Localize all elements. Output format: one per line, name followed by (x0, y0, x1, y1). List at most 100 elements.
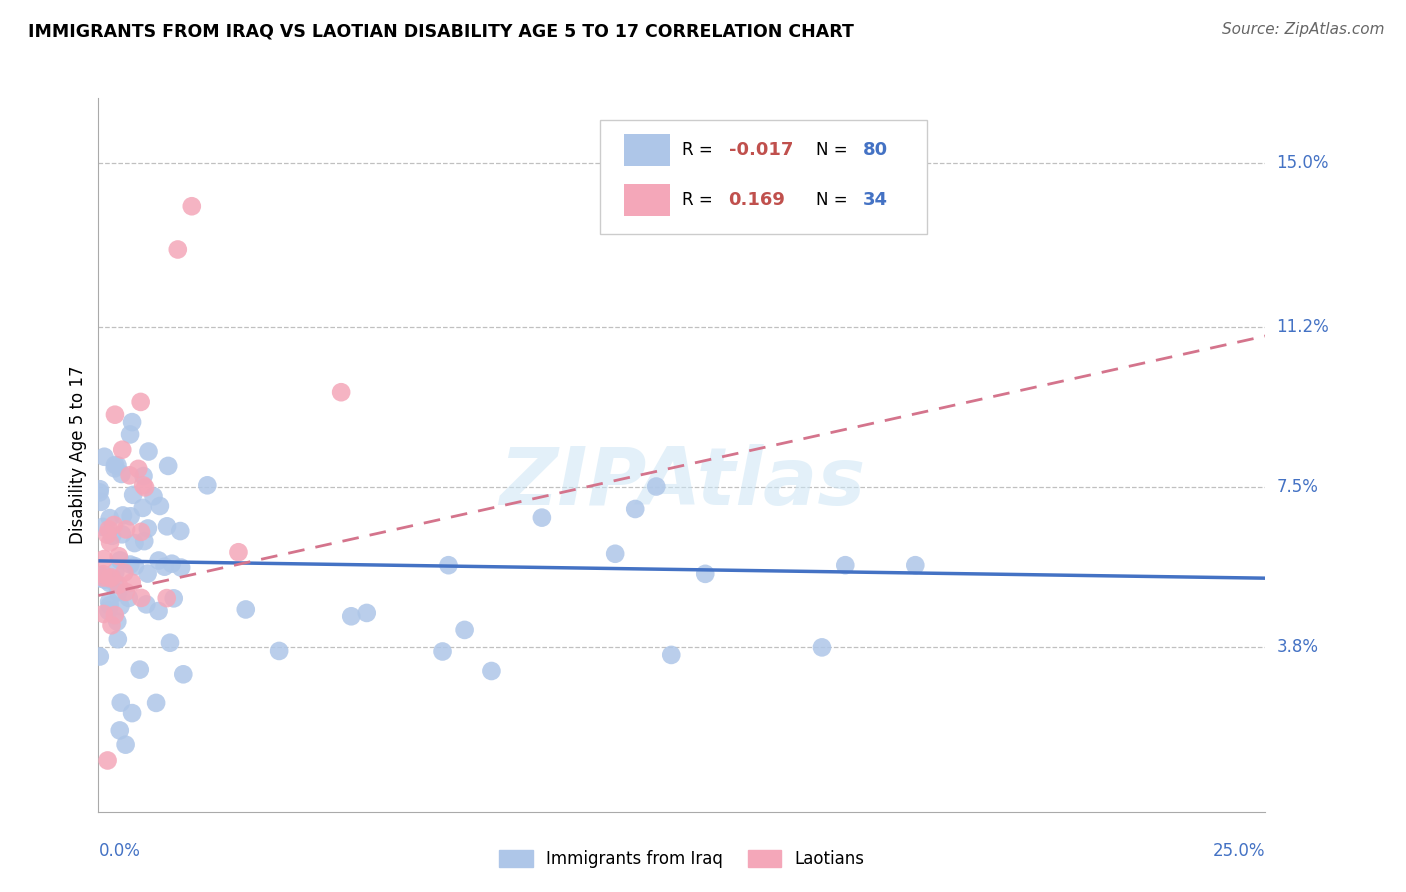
Point (120, 558, 142, 572)
Point (169, 524, 191, 538)
Point (195, 478, 218, 492)
Point (340, 609, 363, 624)
Point (111, 527, 134, 541)
Point (90, 568, 112, 582)
Point (122, 488, 145, 502)
Point (330, 385, 353, 400)
Point (89, 482, 111, 496)
Point (166, 243, 188, 257)
Point (112, 566, 135, 580)
Point (645, 479, 668, 493)
Point (453, 623, 475, 637)
Point (104, 408, 127, 422)
Point (170, 560, 193, 574)
Point (160, 557, 183, 571)
Point (121, 415, 143, 429)
Point (101, 529, 124, 543)
Text: -0.017: -0.017 (728, 141, 793, 159)
Bar (623, 184, 671, 216)
Point (228, 545, 250, 559)
Point (98, 576, 121, 591)
Point (115, 523, 138, 537)
Point (124, 536, 146, 550)
Point (136, 566, 159, 581)
Point (97, 604, 120, 618)
Point (145, 696, 167, 710)
Point (108, 723, 131, 738)
Y-axis label: Disability Age 5 to 17: Disability Age 5 to 17 (69, 366, 87, 544)
Point (100, 570, 122, 584)
Point (156, 519, 179, 533)
Point (110, 467, 132, 481)
Text: 0.169: 0.169 (728, 191, 786, 209)
Text: 7.5%: 7.5% (1277, 478, 1319, 496)
Point (904, 558, 927, 573)
Text: R =: R = (682, 191, 718, 209)
Point (530, 510, 553, 524)
Point (98, 535, 121, 549)
Point (120, 427, 142, 442)
Point (118, 591, 141, 605)
Point (103, 518, 125, 533)
Point (180, 199, 202, 213)
Point (695, 566, 717, 581)
Text: 80: 80 (863, 141, 889, 159)
Text: 34: 34 (863, 191, 887, 209)
Point (110, 696, 132, 710)
Point (91, 570, 114, 584)
Point (136, 521, 159, 535)
Point (108, 553, 131, 567)
Point (142, 489, 165, 503)
Point (121, 706, 143, 720)
Point (432, 644, 454, 658)
Point (104, 458, 127, 472)
Point (89, 485, 111, 500)
Point (659, 648, 682, 662)
Point (269, 644, 291, 658)
Point (93, 552, 115, 566)
Point (172, 667, 194, 681)
Point (834, 558, 856, 573)
Point (811, 640, 834, 655)
Point (98, 599, 121, 613)
Point (107, 585, 129, 599)
Point (118, 468, 141, 483)
Point (98, 594, 121, 608)
Text: R =: R = (682, 141, 718, 159)
Point (114, 738, 136, 752)
Point (107, 632, 129, 647)
Point (138, 444, 160, 458)
Point (135, 598, 157, 612)
Point (98, 571, 121, 585)
Text: N =: N = (815, 141, 853, 159)
Point (624, 502, 647, 516)
Point (111, 508, 134, 523)
Text: 11.2%: 11.2% (1277, 318, 1329, 336)
FancyBboxPatch shape (600, 120, 927, 234)
Point (356, 606, 378, 620)
Point (107, 578, 129, 592)
Text: N =: N = (815, 191, 853, 209)
Point (104, 565, 127, 579)
Point (120, 509, 142, 524)
Point (104, 608, 127, 623)
Point (89, 649, 111, 664)
Point (121, 575, 143, 590)
Text: 3.8%: 3.8% (1277, 639, 1319, 657)
Point (115, 585, 138, 599)
Point (97, 754, 120, 768)
Point (98, 511, 121, 525)
Point (96, 527, 118, 541)
Point (148, 553, 170, 567)
Point (89, 571, 111, 585)
Point (437, 558, 460, 573)
Point (132, 500, 155, 515)
Point (93, 607, 115, 621)
Point (90, 495, 112, 509)
Text: Source: ZipAtlas.com: Source: ZipAtlas.com (1222, 22, 1385, 37)
Point (153, 559, 176, 574)
Text: IMMIGRANTS FROM IRAQ VS LAOTIAN DISABILITY AGE 5 TO 17 CORRELATION CHART: IMMIGRANTS FROM IRAQ VS LAOTIAN DISABILI… (28, 22, 853, 40)
Point (132, 469, 155, 483)
Point (97, 523, 120, 537)
Point (107, 458, 129, 473)
